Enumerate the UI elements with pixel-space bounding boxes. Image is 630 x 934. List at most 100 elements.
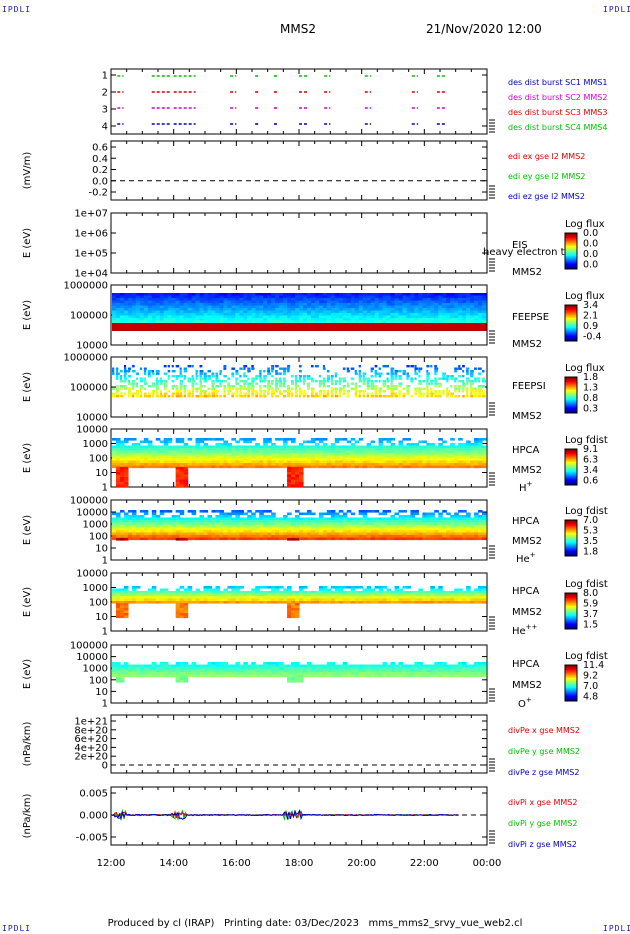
pixel bbox=[358, 375, 362, 378]
pixel bbox=[330, 300, 336, 304]
pixel bbox=[299, 370, 302, 373]
pixel bbox=[426, 295, 431, 299]
colorbar-strip bbox=[565, 401, 577, 403]
pixel bbox=[167, 535, 173, 538]
pixel bbox=[398, 390, 401, 393]
pixel bbox=[450, 450, 455, 454]
pixel bbox=[295, 385, 299, 388]
pixel bbox=[203, 293, 209, 296]
pixel bbox=[183, 532, 189, 536]
pixel bbox=[215, 300, 221, 304]
pixel bbox=[163, 372, 168, 375]
colorbar-strip bbox=[565, 410, 577, 412]
pixel bbox=[171, 310, 177, 314]
pixel bbox=[267, 387, 271, 390]
pixel bbox=[418, 313, 423, 316]
pixel bbox=[326, 370, 330, 373]
pixel bbox=[187, 300, 193, 304]
pixel bbox=[458, 517, 463, 521]
pixel bbox=[119, 377, 123, 380]
pixel bbox=[171, 293, 177, 296]
spacecraft-title: MMS2 bbox=[280, 22, 316, 36]
pixel bbox=[338, 308, 344, 311]
pixel bbox=[231, 510, 236, 513]
pixel bbox=[163, 298, 169, 301]
pixel bbox=[215, 450, 221, 454]
y-tick-label: 4e+20 bbox=[74, 743, 108, 754]
pixel bbox=[275, 395, 279, 398]
pixel bbox=[466, 377, 470, 380]
pixel bbox=[291, 472, 296, 475]
pixel bbox=[478, 450, 483, 454]
pixel bbox=[191, 382, 195, 385]
pixel bbox=[259, 512, 264, 516]
pixel bbox=[195, 460, 201, 464]
pixel bbox=[199, 530, 205, 533]
pixel bbox=[143, 455, 149, 459]
pixel bbox=[450, 303, 455, 306]
pixel bbox=[147, 310, 153, 314]
pixel bbox=[394, 520, 400, 523]
pixel bbox=[159, 390, 162, 393]
colorbar-strip bbox=[565, 339, 577, 341]
pixel bbox=[474, 448, 479, 451]
colorbar-strip bbox=[565, 384, 577, 386]
pixel bbox=[275, 370, 278, 373]
pixel bbox=[362, 293, 368, 296]
pixel bbox=[247, 392, 250, 395]
pixel bbox=[410, 295, 415, 299]
pixel bbox=[338, 535, 344, 538]
pixel bbox=[362, 450, 368, 454]
pixel bbox=[159, 532, 165, 536]
pixel bbox=[155, 308, 161, 311]
pixel bbox=[390, 460, 396, 464]
pixel bbox=[386, 305, 392, 309]
pixel bbox=[366, 448, 372, 451]
pixel bbox=[163, 465, 169, 469]
pixel bbox=[326, 313, 332, 316]
pixel bbox=[147, 460, 153, 464]
pixel bbox=[346, 527, 352, 531]
pixel bbox=[187, 453, 193, 456]
pixel bbox=[119, 387, 123, 390]
pixel bbox=[394, 372, 398, 375]
pixel bbox=[330, 512, 336, 516]
pixel bbox=[442, 392, 445, 395]
pixel bbox=[306, 300, 312, 304]
pixel bbox=[123, 517, 129, 521]
pixel bbox=[342, 303, 348, 306]
pixel bbox=[227, 443, 232, 446]
pixel bbox=[211, 300, 217, 304]
pixel bbox=[187, 395, 191, 398]
pixel bbox=[342, 298, 348, 301]
pixel bbox=[299, 458, 304, 461]
pixel bbox=[362, 527, 368, 531]
pixel bbox=[426, 463, 431, 466]
pixel bbox=[350, 295, 356, 299]
pixel bbox=[338, 313, 344, 316]
pixel bbox=[398, 300, 404, 304]
pixel bbox=[410, 535, 415, 538]
pixel bbox=[302, 377, 306, 380]
pixel bbox=[223, 455, 228, 459]
pixel bbox=[342, 318, 348, 321]
pixel bbox=[263, 395, 267, 398]
pixel bbox=[390, 380, 393, 383]
colorbar-strip bbox=[565, 392, 577, 394]
pixel bbox=[462, 323, 467, 331]
pixel bbox=[354, 390, 359, 393]
y-tick-label: 10000 bbox=[76, 508, 108, 519]
pixel bbox=[446, 465, 451, 469]
pixel bbox=[394, 455, 400, 459]
pixel bbox=[470, 448, 475, 451]
pixel bbox=[434, 365, 437, 368]
colorbar-strip bbox=[565, 479, 577, 481]
pixel bbox=[112, 318, 117, 321]
pixel bbox=[223, 517, 228, 521]
pixel bbox=[302, 315, 308, 319]
pixel bbox=[175, 440, 181, 444]
pixel bbox=[199, 525, 205, 528]
pixel bbox=[394, 448, 400, 451]
pixel bbox=[135, 382, 139, 385]
pixel bbox=[434, 448, 439, 451]
